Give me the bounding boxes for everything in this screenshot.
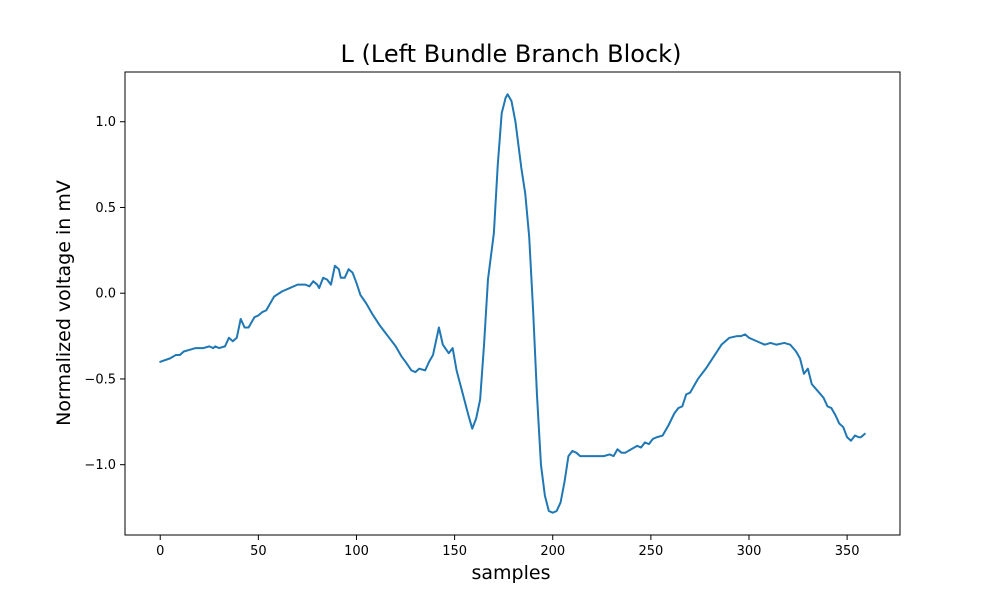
x-axis-ticks: 0 50 100 150 200 250 300 350 [156,535,860,559]
y-axis-ticks: −1.0 −0.5 0.0 0.5 1.0 [84,115,125,473]
x-tick-label: 50 [250,544,267,559]
x-tick-label: 0 [156,544,164,559]
x-tick-label: 100 [344,544,369,559]
y-axis-label: Normalized voltage in mV [53,180,75,426]
x-tick-label: 150 [442,544,467,559]
y-tick-label: 0.0 [95,287,116,302]
x-tick-label: 350 [835,544,860,559]
ecg-signal-line [159,93,866,514]
y-tick-label: 0.5 [95,201,116,216]
x-axis-label: samples [472,562,551,584]
x-tick-label: 300 [737,544,762,559]
chart-title: L (Left Bundle Branch Block) [341,40,682,68]
y-tick-label: −0.5 [84,372,116,387]
y-tick-label: −1.0 [84,458,116,473]
x-tick-label: 250 [638,544,663,559]
y-tick-label: 1.0 [95,115,116,130]
plot-area-frame [124,71,901,536]
x-tick-label: 200 [540,544,565,559]
